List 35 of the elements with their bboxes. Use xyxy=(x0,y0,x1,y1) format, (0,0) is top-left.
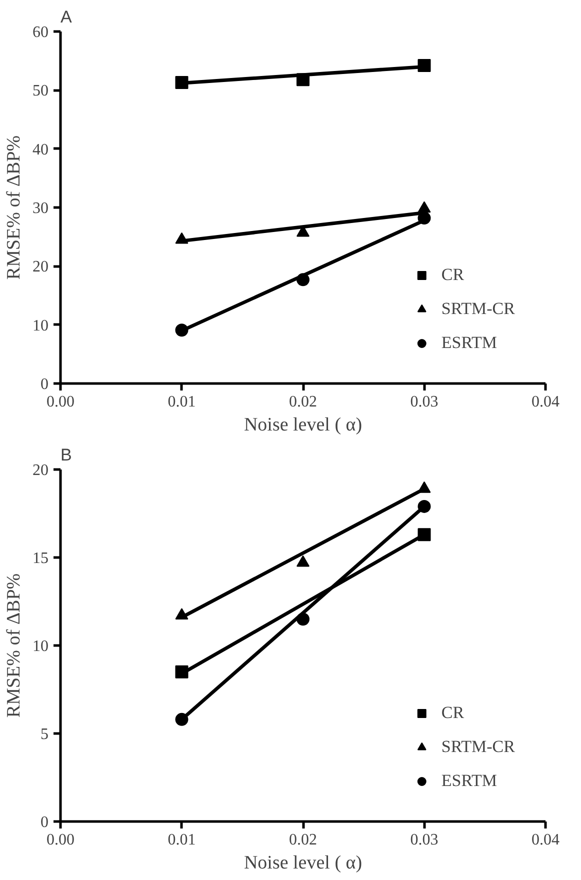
x-tick-label: 0.04 xyxy=(532,832,560,848)
y-axis-title: RMSE% of ΔBP% xyxy=(4,135,24,280)
y-axis-title: RMSE% of ΔBP% xyxy=(4,573,24,718)
legend-label: ESRTM xyxy=(441,771,498,791)
x-tick-label: 0.01 xyxy=(168,394,196,410)
y-tick-label: 50 xyxy=(32,82,48,100)
y-tick-label: 0 xyxy=(40,814,48,831)
chart-title: B xyxy=(60,446,72,464)
y-tick-label: 20 xyxy=(32,462,48,479)
y-tick-label: 10 xyxy=(32,638,48,655)
y-tick-label: 60 xyxy=(32,24,48,41)
legend-label: ESRTM xyxy=(441,333,498,353)
y-tick-label: 20 xyxy=(32,258,48,276)
legend-label: CR xyxy=(441,703,464,723)
y-tick-label: 0 xyxy=(40,376,48,393)
x-axis-title: Noise level ( α) xyxy=(244,414,362,436)
y-tick-label: 5 xyxy=(40,726,48,743)
x-tick-label: 0.04 xyxy=(532,394,560,410)
x-axis-title: Noise level ( α) xyxy=(244,852,362,874)
legend-label: SRTM-CR xyxy=(441,737,515,757)
chart-title: A xyxy=(60,8,72,26)
x-tick-label: 0.03 xyxy=(410,832,438,848)
y-tick-label: 10 xyxy=(32,317,48,334)
point xyxy=(296,555,310,567)
y-tick-label: 15 xyxy=(32,550,48,567)
x-tick-label: 0.02 xyxy=(289,394,317,410)
x-tick-label: 0.02 xyxy=(289,832,317,848)
x-tick-label: 0.01 xyxy=(168,832,196,848)
y-tick-label: 40 xyxy=(32,141,48,158)
legend-label: CR xyxy=(441,265,464,285)
legend-label: SRTM-CR xyxy=(441,299,515,319)
x-tick-label: 0.00 xyxy=(46,832,74,848)
x-tick-label: 0.03 xyxy=(410,394,438,410)
x-tick-label: 0.00 xyxy=(46,394,74,410)
y-tick-label: 30 xyxy=(32,200,48,217)
